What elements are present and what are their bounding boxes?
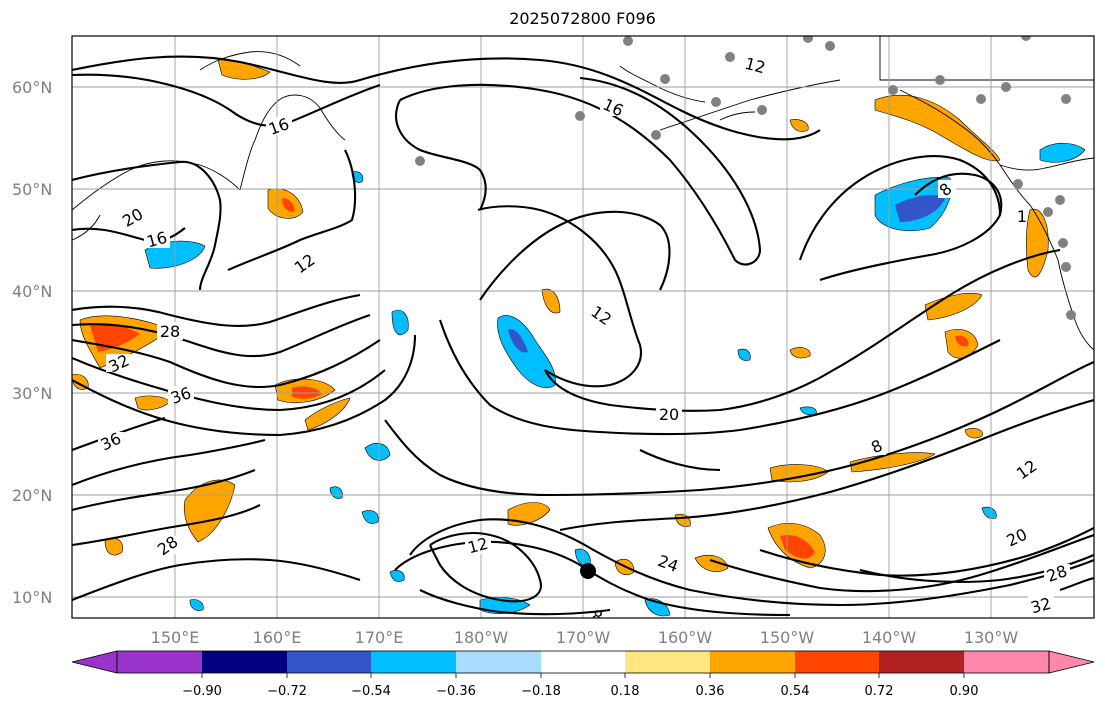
colorbar: −0.90 −0.72 −0.54 −0.36 −0.18 0.18 0.36 … bbox=[71, 650, 1095, 699]
contour-lines bbox=[72, 55, 1094, 617]
colorbar-tick-label: 0.36 bbox=[696, 684, 725, 699]
colorbar-tick-label: −0.72 bbox=[267, 684, 307, 699]
lat-label: 50°N bbox=[12, 180, 52, 199]
colorbar-tick-label: −0.36 bbox=[436, 684, 476, 699]
colorbar-extend-high bbox=[1048, 650, 1095, 674]
lat-label: 60°N bbox=[12, 78, 52, 97]
contour-label: 28 bbox=[160, 322, 180, 341]
colorbar-segment bbox=[625, 651, 710, 673]
colorbar-tick-label: 0.90 bbox=[950, 684, 979, 699]
lon-label: 170°E bbox=[355, 628, 404, 647]
coastlines bbox=[72, 36, 1094, 351]
colorbar-tick-label: −0.18 bbox=[521, 684, 561, 699]
colorbar-segment bbox=[541, 651, 625, 673]
lon-label: 180°W bbox=[454, 628, 509, 647]
lon-label: 150°E bbox=[151, 628, 200, 647]
contour-label: 16 bbox=[145, 228, 170, 252]
contour-label: 32 bbox=[1029, 594, 1054, 618]
map-panel: 16 12 16 20 16 12 12 8 28 32 36 36 20 bbox=[72, 36, 1094, 618]
lon-label: 160°E bbox=[253, 628, 302, 647]
colorbar-segment bbox=[879, 651, 964, 673]
lat-label: 10°N bbox=[12, 588, 52, 607]
colorbar-segment bbox=[202, 651, 287, 673]
colorbar-segment bbox=[287, 651, 371, 673]
lon-label: 160°W bbox=[658, 628, 713, 647]
colorbar-segment bbox=[117, 651, 202, 673]
storm-center-marker bbox=[580, 563, 596, 579]
map-frame bbox=[71, 35, 1095, 619]
contour-label: 12 bbox=[466, 534, 491, 558]
station-markers bbox=[415, 36, 1076, 320]
contour-label: 12 bbox=[743, 54, 768, 78]
shaded-fields bbox=[72, 59, 1086, 617]
colorbar-segment bbox=[710, 651, 795, 673]
contour-label: 1 bbox=[1017, 207, 1027, 226]
lon-label: 130°W bbox=[964, 628, 1019, 647]
lon-label: 170°W bbox=[556, 628, 611, 647]
colorbar-extend-low bbox=[71, 650, 118, 674]
lon-label: 140°W bbox=[862, 628, 917, 647]
longitude-labels: 150°E 160°E 170°E 180°W 170°W 160°W 150°… bbox=[151, 628, 1019, 647]
colorbar-segment bbox=[456, 651, 541, 673]
lon-label: 150°W bbox=[760, 628, 815, 647]
latitude-labels: 60°N 50°N 40°N 30°N 20°N 10°N bbox=[12, 78, 52, 607]
colorbar-tick-label: 0.72 bbox=[865, 684, 894, 699]
lat-label: 30°N bbox=[12, 384, 52, 403]
colorbar-segment bbox=[964, 651, 1049, 673]
colorbar-segment bbox=[795, 651, 879, 673]
lat-label: 40°N bbox=[12, 282, 52, 301]
lat-label: 20°N bbox=[12, 486, 52, 505]
map-title: 2025072800 F096 bbox=[509, 9, 656, 28]
colorbar-tick-label: 0.54 bbox=[781, 684, 810, 699]
colorbar-tick-label: −0.54 bbox=[351, 684, 391, 699]
colorbar-tick-label: 0.18 bbox=[611, 684, 640, 699]
colorbar-tick-label: −0.90 bbox=[182, 684, 222, 699]
colorbar-segment bbox=[371, 651, 456, 673]
graticule bbox=[72, 36, 1094, 618]
contour-label: 20 bbox=[659, 405, 679, 424]
